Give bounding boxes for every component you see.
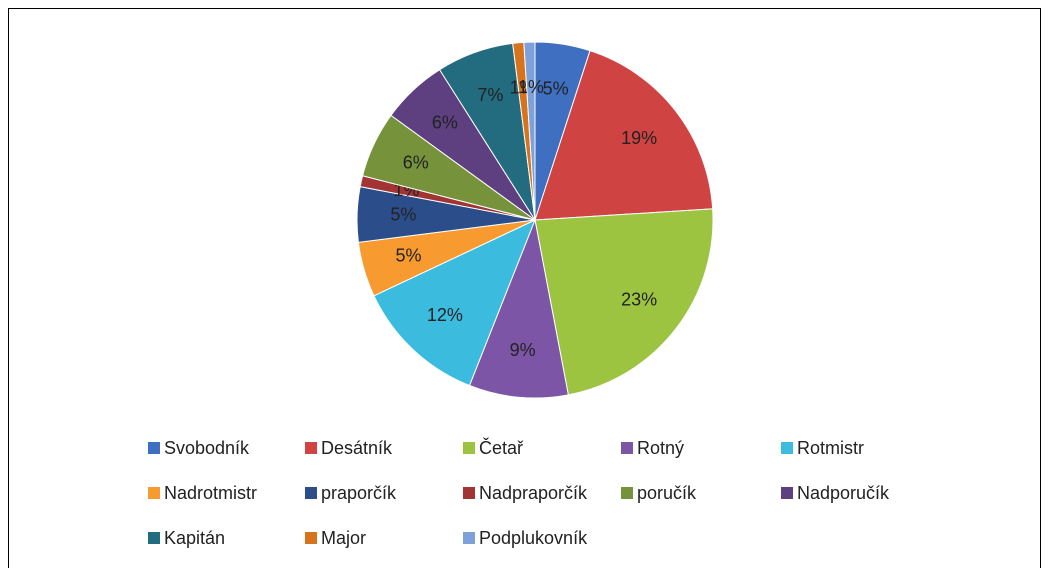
- data-label: 1%: [518, 77, 544, 97]
- legend-marker: [148, 487, 160, 499]
- data-label: 6%: [403, 153, 429, 173]
- legend-marker: [781, 487, 793, 499]
- data-label: 9%: [510, 340, 536, 360]
- data-label: 5%: [543, 79, 569, 99]
- legend-label: Svobodník: [164, 438, 250, 458]
- legend-marker: [305, 532, 317, 544]
- legend-marker: [463, 442, 475, 454]
- data-label: 6%: [432, 113, 458, 133]
- data-label: 5%: [390, 205, 416, 225]
- legend-marker: [463, 532, 475, 544]
- legend-label: Nadporučík: [797, 483, 890, 503]
- data-label: 12%: [427, 305, 463, 325]
- data-label: 5%: [396, 245, 422, 265]
- legend-label: Kapitán: [164, 528, 225, 548]
- data-label: 7%: [477, 85, 503, 105]
- legend-label: Rotný: [637, 438, 684, 458]
- legend-marker: [305, 442, 317, 454]
- legend-marker: [621, 487, 633, 499]
- legend-marker: [148, 532, 160, 544]
- legend-marker: [148, 442, 160, 454]
- legend-label: Rotmistr: [797, 438, 864, 458]
- legend-marker: [305, 487, 317, 499]
- pie-slice: [468, 218, 569, 399]
- legend-label: Podplukovník: [479, 528, 588, 548]
- pie-slice: [534, 208, 714, 396]
- legend-marker: [463, 487, 475, 499]
- legend-marker: [621, 442, 633, 454]
- data-label: 19%: [621, 128, 657, 148]
- legend-label: Četař: [479, 437, 524, 458]
- pie-slice: [534, 50, 714, 221]
- legend-label: Nadrotmistr: [164, 483, 257, 503]
- legend-label: Nadpraporčík: [479, 483, 588, 503]
- legend-label: praporčík: [321, 483, 397, 503]
- legend-label: Major: [321, 528, 366, 548]
- legend-label: Desátník: [321, 438, 393, 458]
- legend-marker: [781, 442, 793, 454]
- legend-label: poručík: [637, 483, 697, 503]
- data-label: 23%: [621, 289, 657, 309]
- pie-slice: [523, 41, 536, 221]
- pie-slice: [373, 219, 536, 387]
